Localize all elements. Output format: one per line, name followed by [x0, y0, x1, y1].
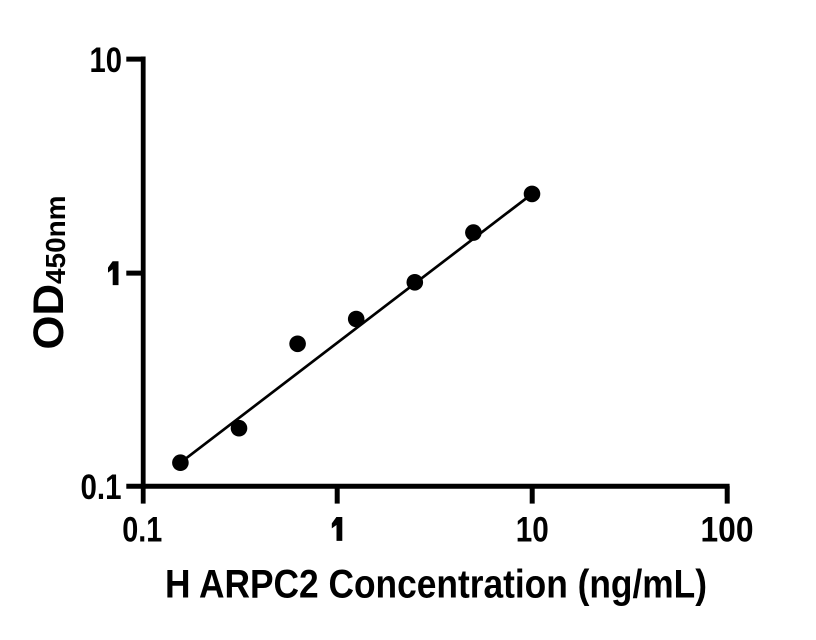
svg-text:10: 10 [516, 510, 549, 549]
svg-text:H ARPC2 Concentration (ng/mL): H ARPC2 Concentration (ng/mL) [165, 563, 707, 607]
svg-text:10: 10 [90, 41, 123, 80]
svg-text:0.1: 0.1 [81, 468, 122, 507]
svg-text:0.1: 0.1 [122, 510, 162, 549]
svg-text:100: 100 [701, 510, 754, 549]
